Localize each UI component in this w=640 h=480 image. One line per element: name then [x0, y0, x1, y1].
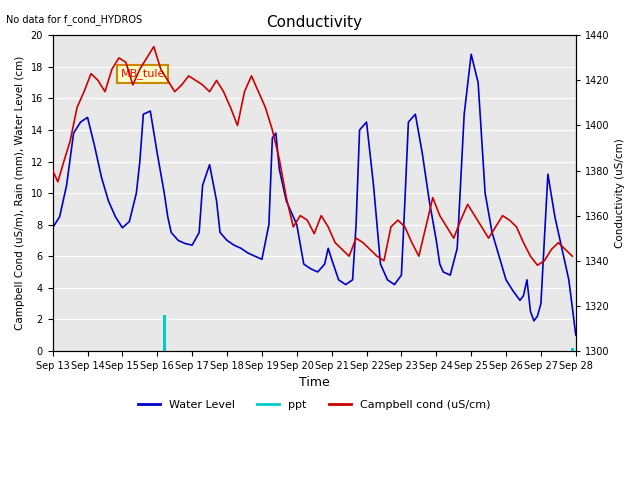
Title: Conductivity: Conductivity — [266, 15, 362, 30]
Y-axis label: Conductivity (uS/cm): Conductivity (uS/cm) — [615, 138, 625, 248]
Bar — [163, 314, 166, 351]
Bar — [571, 348, 573, 351]
Text: No data for f_cond_HYDROS: No data for f_cond_HYDROS — [6, 14, 143, 25]
Legend: Water Level, ppt, Campbell cond (uS/cm): Water Level, ppt, Campbell cond (uS/cm) — [134, 396, 495, 415]
Y-axis label: Campbell Cond (uS/m), Rain (mm), Water Level (cm): Campbell Cond (uS/m), Rain (mm), Water L… — [15, 56, 25, 330]
X-axis label: Time: Time — [299, 376, 330, 389]
Text: MB_tule: MB_tule — [121, 68, 165, 79]
